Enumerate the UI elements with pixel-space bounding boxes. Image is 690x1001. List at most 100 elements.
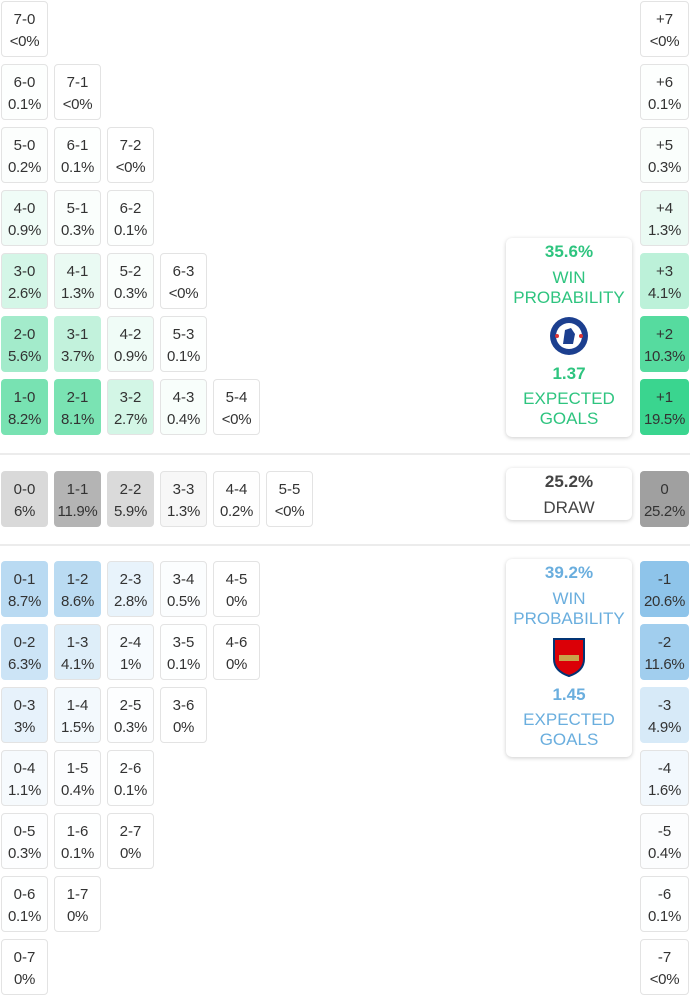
home-score-cell[interactable]: 5-2 0.3% (107, 253, 154, 309)
probability-value: <0% (649, 971, 680, 988)
probability-value: 5.6% (8, 348, 41, 365)
probability-value: 1.5% (61, 719, 94, 736)
home-score-cell[interactable]: 6-1 0.1% (54, 127, 101, 183)
home-score-cell[interactable]: 5-4 <0% (213, 379, 260, 435)
score-label: 1-1 (66, 481, 89, 498)
home-margin-cell[interactable]: +5 0.3% (640, 127, 689, 183)
away-score-cell[interactable]: 0-1 8.7% (1, 561, 48, 617)
draw-score-cell[interactable]: 1-1 11.9% (54, 471, 101, 527)
home-score-cell[interactable]: 5-3 0.1% (160, 316, 207, 372)
score-label: -7 (657, 949, 672, 966)
draw-score-cell[interactable]: 2-2 5.9% (107, 471, 154, 527)
probability-value: 20.6% (643, 593, 686, 610)
away-score-cell[interactable]: 2-4 1% (107, 624, 154, 680)
home-margin-cell[interactable]: +7 <0% (640, 1, 689, 57)
away-score-cell[interactable]: 0-7 0% (1, 939, 48, 995)
away-xg-label-2: GOALS (539, 730, 599, 749)
home-margin-cell[interactable]: +4 1.3% (640, 190, 689, 246)
home-score-cell[interactable]: 7-0 <0% (1, 1, 48, 57)
away-score-cell[interactable]: 2-5 0.3% (107, 687, 154, 743)
away-score-cell[interactable]: 3-6 0% (160, 687, 207, 743)
probability-value: 3.7% (61, 348, 94, 365)
score-label: 4-2 (119, 326, 142, 343)
away-margin-cell[interactable]: -1 20.6% (640, 561, 689, 617)
away-win-label-1: WIN (552, 589, 586, 608)
probability-value: 0.4% (648, 845, 681, 862)
away-score-cell[interactable]: 2-7 0% (107, 813, 154, 869)
home-score-cell[interactable]: 3-2 2.7% (107, 379, 154, 435)
score-label: 1-3 (66, 634, 89, 651)
score-label: 2-4 (119, 634, 142, 651)
home-score-cell[interactable]: 4-2 0.9% (107, 316, 154, 372)
home-score-cell[interactable]: 4-1 1.3% (54, 253, 101, 309)
probability-value: 4.1% (61, 656, 94, 673)
probability-value: 0.3% (114, 719, 147, 736)
score-label: 0-3 (13, 697, 36, 714)
score-label: 4-3 (172, 389, 195, 406)
score-label: 3-0 (13, 263, 36, 280)
home-score-cell[interactable]: 5-0 0.2% (1, 127, 48, 183)
away-score-cell[interactable]: 1-5 0.4% (54, 750, 101, 806)
away-margin-cell[interactable]: -5 0.4% (640, 813, 689, 869)
away-win-pct: 39.2% (544, 563, 594, 582)
probability-value: 5.9% (114, 503, 147, 520)
away-score-cell[interactable]: 0-4 1.1% (1, 750, 48, 806)
home-score-cell[interactable]: 6-3 <0% (160, 253, 207, 309)
home-score-cell[interactable]: 4-0 0.9% (1, 190, 48, 246)
away-score-cell[interactable]: 1-4 1.5% (54, 687, 101, 743)
away-margin-cell[interactable]: -6 0.1% (640, 876, 689, 932)
home-score-cell[interactable]: 2-0 5.6% (1, 316, 48, 372)
probability-value: 4.9% (648, 719, 681, 736)
draw-score-cell[interactable]: 0-0 6% (1, 471, 48, 527)
draw-margin-cell[interactable]: 0 25.2% (640, 471, 689, 527)
home-win-label-2: PROBABILITY (513, 288, 625, 307)
home-score-cell[interactable]: 6-0 0.1% (1, 64, 48, 120)
score-label: 3-4 (172, 571, 195, 588)
probability-value: 6.3% (8, 656, 41, 673)
probability-value: 0.1% (8, 96, 41, 113)
away-score-cell[interactable]: 2-3 2.8% (107, 561, 154, 617)
home-score-cell[interactable]: 6-2 0.1% (107, 190, 154, 246)
away-score-cell[interactable]: 2-6 0.1% (107, 750, 154, 806)
away-margin-cell[interactable]: -2 11.6% (640, 624, 689, 680)
home-score-cell[interactable]: 1-0 8.2% (1, 379, 48, 435)
away-score-cell[interactable]: 0-3 3% (1, 687, 48, 743)
home-score-cell[interactable]: 3-0 2.6% (1, 253, 48, 309)
away-score-cell[interactable]: 1-2 8.6% (54, 561, 101, 617)
home-score-cell[interactable]: 2-1 8.1% (54, 379, 101, 435)
away-score-cell[interactable]: 1-7 0% (54, 876, 101, 932)
away-score-cell[interactable]: 1-6 0.1% (54, 813, 101, 869)
away-score-cell[interactable]: 1-3 4.1% (54, 624, 101, 680)
probability-value: 0% (119, 845, 142, 862)
away-score-cell[interactable]: 4-5 0% (213, 561, 260, 617)
score-label: 3-2 (119, 389, 142, 406)
probability-value: 0.9% (8, 222, 41, 239)
home-margin-cell[interactable]: +1 19.5% (640, 379, 689, 435)
away-margin-cell[interactable]: -7 <0% (640, 939, 689, 995)
home-margin-cell[interactable]: +6 0.1% (640, 64, 689, 120)
probability-value: 0.2% (220, 503, 253, 520)
home-margin-cell[interactable]: +3 4.1% (640, 253, 689, 309)
home-score-cell[interactable]: 4-3 0.4% (160, 379, 207, 435)
away-score-cell[interactable]: 3-5 0.1% (160, 624, 207, 680)
score-label: 6-0 (13, 74, 36, 91)
away-score-cell[interactable]: 4-6 0% (213, 624, 260, 680)
probability-value: 25.2% (643, 503, 686, 520)
draw-score-cell[interactable]: 5-5 <0% (266, 471, 313, 527)
away-summary-card: 39.2% WIN PROBABILITY 1.45 EXPECTED GOAL… (506, 559, 632, 757)
away-score-cell[interactable]: 0-2 6.3% (1, 624, 48, 680)
away-margin-cell[interactable]: -4 1.6% (640, 750, 689, 806)
away-margin-cell[interactable]: -3 4.9% (640, 687, 689, 743)
home-margin-cell[interactable]: +2 10.3% (640, 316, 689, 372)
away-score-cell[interactable]: 0-5 0.3% (1, 813, 48, 869)
home-score-cell[interactable]: 7-2 <0% (107, 127, 154, 183)
home-score-cell[interactable]: 3-1 3.7% (54, 316, 101, 372)
away-score-cell[interactable]: 0-6 0.1% (1, 876, 48, 932)
home-score-cell[interactable]: 7-1 <0% (54, 64, 101, 120)
score-label: 3-5 (172, 634, 195, 651)
draw-score-cell[interactable]: 4-4 0.2% (213, 471, 260, 527)
home-score-cell[interactable]: 5-1 0.3% (54, 190, 101, 246)
away-score-cell[interactable]: 3-4 0.5% (160, 561, 207, 617)
draw-score-cell[interactable]: 3-3 1.3% (160, 471, 207, 527)
score-label: 2-6 (119, 760, 142, 777)
